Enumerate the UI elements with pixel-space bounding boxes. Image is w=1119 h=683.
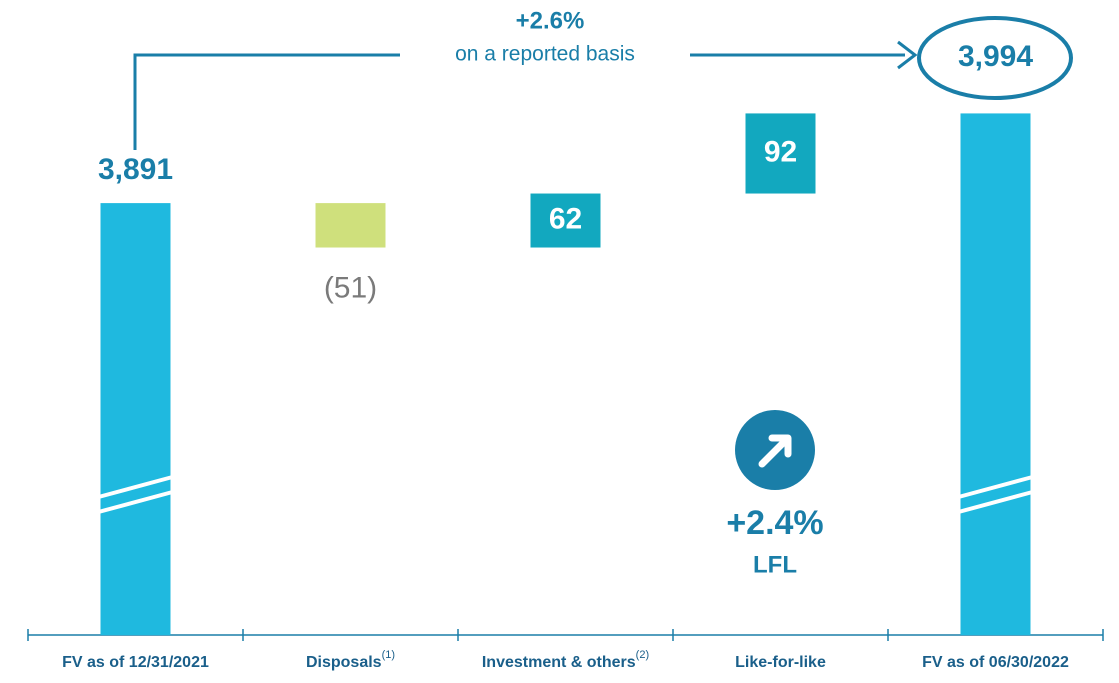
x-tick-label: FV as of 06/30/2022	[922, 654, 1069, 671]
x-tick-text: Investment & others	[482, 654, 636, 671]
value-label: (51)	[324, 271, 377, 304]
axis-break	[97, 475, 174, 514]
x-tick-text: Like-for-like	[735, 654, 826, 671]
value-label: 92	[764, 135, 797, 168]
reported-text: on a reported basis	[455, 43, 635, 66]
lfl-change: +2.4%	[726, 504, 823, 542]
x-tick-label: FV as of 12/31/2021	[62, 654, 209, 671]
footnote-mark: (2)	[636, 649, 649, 661]
value-label: 3,891	[98, 153, 173, 186]
x-tick-text: FV as of 12/31/2021	[62, 654, 209, 671]
bar	[315, 203, 386, 248]
footnote-mark: (1)	[382, 649, 395, 661]
reported-change: +2.6%	[516, 7, 585, 34]
bar	[100, 203, 171, 636]
value-label: 3,994	[958, 40, 1033, 73]
x-tick-text: FV as of 06/30/2022	[922, 654, 1069, 671]
lfl-text: LFL	[753, 551, 797, 578]
highlight-ellipse	[917, 16, 1073, 100]
x-tick-label: Investment & others(2)	[482, 649, 649, 671]
arrow-head	[897, 40, 918, 70]
lfl-arrow	[758, 434, 792, 468]
value-label: 62	[549, 202, 582, 235]
bar	[530, 193, 601, 248]
axis-break	[957, 475, 1034, 514]
x-tick-text: Disposals	[306, 654, 382, 671]
connector	[133, 53, 905, 150]
bar	[960, 113, 1031, 636]
bar	[745, 113, 816, 194]
x-tick-label: Disposals(1)	[306, 649, 395, 671]
x-tick-label: Like-for-like	[735, 654, 826, 671]
decor: +2.6% on a reported basis +2.4% LFL	[28, 7, 1103, 636]
